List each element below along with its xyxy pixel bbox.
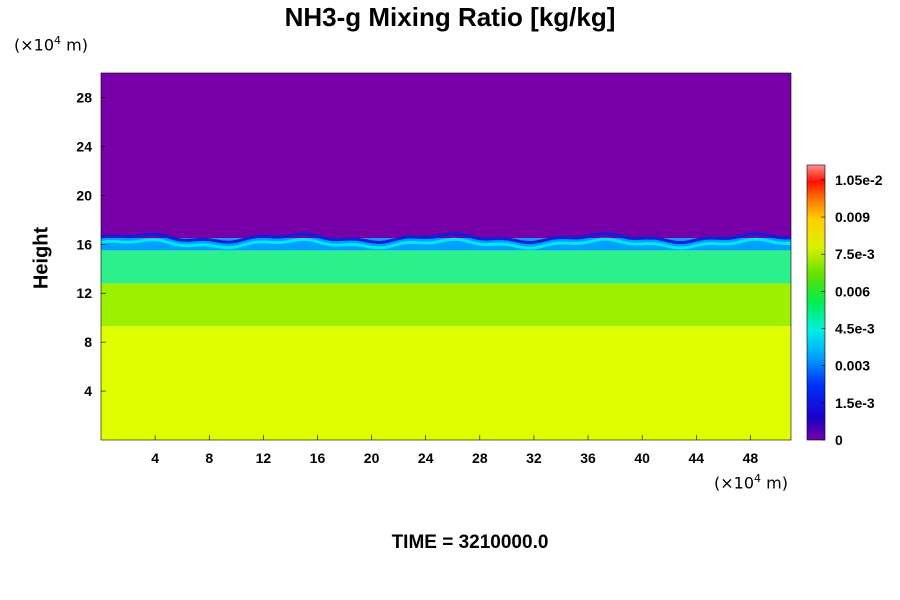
colorbar-tick-label: 7.5e-3 [835,246,875,262]
colorbar-tick-label: 4.5e-3 [835,321,875,337]
x-tick-label: 48 [743,450,759,466]
colorbar [806,164,826,441]
time-label: TIME = 3210000.0 [391,532,549,553]
colorbar-tick-label: 0 [835,432,843,448]
boundary-cyan-band [100,237,792,250]
x-ticks: 4 8 12 16 20 24 28 32 36 40 44 48 [151,435,758,466]
field-layers [101,73,791,440]
colorbar-tick-label: 0.009 [835,209,870,225]
boundary-blue-band [100,232,792,245]
x-tick-label: 8 [205,450,213,466]
layer-2 [101,250,791,284]
x-tick-label: 24 [418,450,434,466]
x-tick-label: 40 [634,450,650,466]
x-tick-label: 4 [151,450,159,466]
x-tick-label: 36 [580,450,596,466]
y-tick-label: 8 [84,334,92,350]
x-tick-label: 32 [526,450,542,466]
plot-frame [100,72,792,441]
x-tick-label: 20 [364,450,380,466]
layer-1 [101,283,791,327]
layer-0 [101,326,791,440]
colorbar-tick-label: 1.5e-3 [835,395,875,411]
colorbar-tick-label: 0.003 [835,358,870,374]
boundary-wave [100,232,792,250]
layer-4 [101,73,791,239]
x-axis-unit: (×104 m) [714,472,788,493]
chart-title: NH3-g Mixing Ratio [kg/kg] [284,2,616,32]
y-tick-label: 16 [76,236,92,252]
x-tick-label: 16 [310,450,326,466]
x-tick-label: 12 [256,450,272,466]
y-tick-label: 12 [76,285,92,301]
y-tick-label: 24 [76,138,92,154]
y-tick-label: 28 [76,89,92,105]
x-tick-label: 44 [689,450,705,466]
x-tick-label: 28 [472,450,488,466]
colorbar-tick-label: 1.05e-2 [835,172,883,188]
y-tick-label: 4 [84,383,92,399]
y-tick-label: 20 [76,187,92,203]
colorbar-ticks: 1.05e-2 0.009 7.5e-3 0.006 4.5e-3 0.003 1.5e-3… [821,172,883,448]
y-ticks: 4 8 12 16 20 24 28 [76,89,106,399]
colorbar-tick-label: 0.006 [835,283,870,299]
y-axis-unit: (×104 m) [14,34,88,55]
